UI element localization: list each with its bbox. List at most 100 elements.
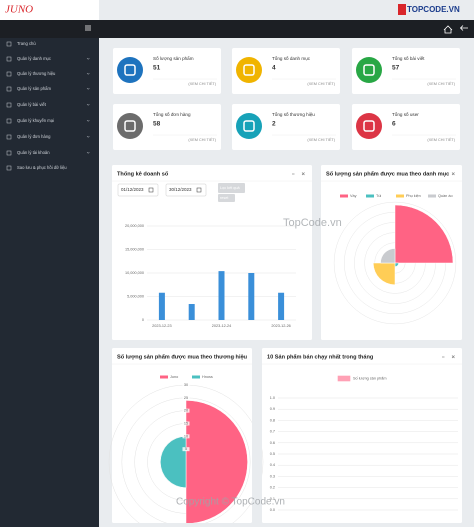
menu-item[interactable]: Trang chủ [6,41,36,47]
y-tick-label: 10,000,000 [125,271,144,275]
calendar-icon[interactable] [148,187,154,193]
menu-caret[interactable] [86,119,90,122]
close-button[interactable] [241,355,245,359]
menu-icon[interactable] [6,86,12,92]
panel [262,348,462,523]
legend-swatch [366,194,374,198]
menu-icon[interactable] [6,150,12,156]
reset-button[interactable] [218,194,235,202]
menu-icon[interactable] [6,56,12,62]
menu-item[interactable]: Quản lý sản phẩm [6,86,90,92]
card-value: 2 [272,121,276,128]
menu-label[interactable]: Quản lý thương hiệu [17,71,56,76]
card-link[interactable]: (XEM CHI TIẾT) [427,81,455,86]
card-label: Tổng số thương hiệu [272,111,315,117]
date-value[interactable]: 01/12/2023 [121,187,144,192]
panel-title: Số lượng sản phẩm được mua theo thương h… [117,353,248,360]
menu-label[interactable]: Quản lý đơn hàng [17,134,51,139]
bar [158,292,165,320]
y-tick-label: 0 [142,318,144,322]
card-value: 6 [392,121,396,128]
card-value: 57 [392,65,400,72]
menu-label[interactable]: Quản lý sản phẩm [17,86,51,91]
reset-button-label[interactable]: reset [220,196,229,200]
x-tick-label: 2023-12-24 [212,324,231,328]
card-link[interactable]: (XEM CHI TIẾT) [427,137,455,142]
menu-caret[interactable] [86,151,90,154]
card-link[interactable]: (XEM CHI TIẾT) [307,81,335,86]
menu-item[interactable]: Quản lý bài viết [6,102,90,108]
menu-label[interactable]: Quản lý bài viết [17,102,47,107]
tick-backdrop [182,408,190,413]
date-input[interactable] [165,183,207,197]
stat-card: Tổng số đơn hàng 58 (XEM CHI TIẾT) [113,104,221,150]
filter-button-label[interactable]: Lọc kết quả [220,186,241,190]
legend-swatch [428,194,436,198]
menu-label[interactable]: Quản lý tài khoản [17,150,50,155]
card-value: 51 [153,65,161,72]
menu-item[interactable]: Quản lý tài khoản [6,150,90,156]
r-tick-label: 5 [185,447,187,451]
menu-icon[interactable] [6,41,12,47]
close-button[interactable] [451,355,455,359]
menu-icon[interactable] [6,134,12,140]
tick-backdrop [182,395,190,400]
menu-toggle[interactable] [85,25,91,31]
polar-segment [380,248,396,264]
menu-item[interactable]: Quản lý khuyến mại [6,118,90,124]
y-tick-label: 0.2 [270,486,275,490]
menu-icon[interactable] [6,118,12,124]
legend-label: Hnoss [202,375,213,379]
hamburger-icon[interactable] [85,25,91,31]
home-icon[interactable] [443,25,453,34]
menu-item[interactable]: Quản lý thương hiệu [6,71,90,77]
date-value[interactable]: 30/12/2023 [169,187,192,192]
tick-backdrop [182,421,190,426]
stat-card: Số lượng sản phẩm 51 (XEM CHI TIẾT) [113,48,221,94]
card-bg [232,48,340,94]
menu-caret[interactable] [86,103,90,106]
r-tick-label: 15 [184,422,188,426]
filter-button[interactable] [218,183,245,193]
menu-caret[interactable] [86,87,90,90]
menu-item[interactable]: Quản lý danh mục [6,56,90,62]
card-link[interactable]: (XEM CHI TIẾT) [188,137,216,142]
y-tick-label: 0.9 [270,407,275,411]
menu-label[interactable]: Trang chủ [17,41,36,46]
card-icon-glyph [124,64,136,76]
date-input[interactable] [117,183,159,197]
bottom-gap [99,523,474,527]
r-tick-label: 20 [184,409,188,413]
menu-item[interactable]: Sao lưu & phục hồi dữ liệu [6,165,67,171]
card-icon [356,113,382,139]
sidebar-menu: Trang chủ Quản lý danh mục Quản lý thương … [6,41,90,171]
menu-icon[interactable] [6,165,12,171]
menu-icon[interactable] [6,71,12,77]
brand-watermark: TOPCODE.VN [407,5,460,14]
card-icon [117,113,143,139]
menu-item[interactable]: Quản lý đơn hàng [6,134,90,140]
card-icon [356,57,382,83]
bar [188,304,195,320]
menu-label[interactable]: Sao lưu & phục hồi dữ liệu [17,165,67,170]
calendar-icon[interactable] [196,187,202,193]
card-link[interactable]: (XEM CHI TIẾT) [307,137,335,142]
logo-area [0,0,99,20]
menu-label[interactable]: Quản lý khuyến mại [17,118,54,123]
card-link[interactable]: (XEM CHI TIẾT) [188,81,216,86]
logo: JUNO [5,4,33,16]
menu-icon[interactable] [6,102,12,108]
card-icon-glyph [363,64,375,76]
menu-caret[interactable] [86,57,90,60]
menu-caret[interactable] [86,135,90,138]
legend-label: Váy [350,194,357,198]
back-icon[interactable] [459,25,469,31]
menu-label[interactable]: Quản lý danh mục [17,56,51,61]
close-button[interactable] [301,172,305,176]
card-icon-glyph [243,120,255,132]
menu-caret[interactable] [86,72,90,75]
close-button[interactable] [451,172,455,176]
polar-segment [394,204,454,264]
y-tick-label: 0.0 [270,508,275,512]
